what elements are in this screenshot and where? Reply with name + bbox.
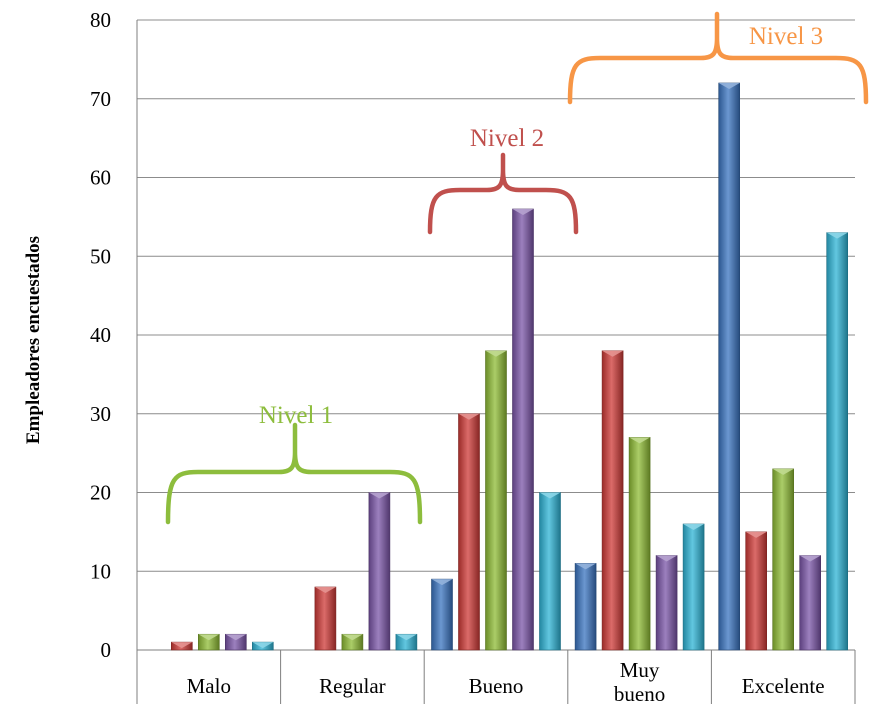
bar-cap [799, 555, 821, 562]
bar [512, 208, 534, 651]
x-tick-label: Muy [620, 658, 660, 682]
bar [485, 350, 507, 651]
bar-cap [826, 232, 848, 239]
bar-cap [575, 563, 597, 570]
bar [431, 578, 453, 651]
y-tick-label: 30 [90, 402, 111, 426]
bar-cap [458, 413, 480, 420]
y-tick-label: 0 [101, 638, 112, 662]
x-tick-label: Malo [187, 674, 231, 698]
annotation-label: Nivel 1 [259, 402, 333, 429]
bar-cap [198, 634, 220, 641]
y-tick-label: 80 [90, 8, 111, 32]
bar-cap [341, 634, 363, 641]
bar [655, 555, 678, 651]
bar [745, 531, 768, 651]
bar [539, 492, 561, 651]
annotation-label: Nivel 2 [470, 125, 544, 152]
bar-cap [602, 350, 624, 357]
bar-cap [772, 468, 794, 475]
annotations: Nivel 1 Nivel 2 Nivel 3 [165, 11, 869, 525]
bar-cap [539, 492, 561, 499]
bar-cap [225, 634, 247, 641]
x-tick-label: Regular [319, 674, 385, 698]
bar-cap [314, 587, 336, 593]
bar [682, 523, 705, 651]
bar [718, 82, 741, 651]
bar-cap [485, 350, 507, 357]
annotation-brace [567, 11, 869, 105]
y-tick-label: 60 [90, 166, 111, 190]
y-tick-label: 50 [90, 244, 111, 268]
annotation-brace [427, 152, 579, 235]
bars [171, 82, 849, 651]
bar [772, 468, 795, 651]
y-tick-label: 10 [90, 559, 111, 583]
bar-cap [718, 83, 740, 89]
bar-cap [656, 555, 678, 562]
bar-cap [629, 437, 651, 444]
x-tick-label: Bueno [469, 674, 524, 698]
x-tick-label: bueno [614, 682, 665, 704]
bar-cap [395, 634, 417, 641]
bar [826, 232, 849, 651]
annotation-brace [165, 422, 423, 525]
x-tick-label: Excelente [742, 674, 825, 698]
bar-cap [512, 209, 534, 215]
y-tick-label: 70 [90, 87, 111, 111]
gridlines [136, 19, 855, 651]
bar [314, 586, 337, 651]
y-tick-label: 40 [90, 323, 111, 347]
annotation-label: Nivel 3 [749, 23, 823, 50]
bar [574, 563, 597, 651]
y-tick-label: 20 [90, 481, 111, 505]
bar [601, 350, 624, 651]
bar-cap [252, 642, 274, 649]
bar-cap [431, 579, 453, 586]
bar [628, 437, 651, 651]
y-tick-labels: 0 10 20 30 40 50 60 70 80 [90, 8, 111, 662]
bar-cap [171, 642, 193, 649]
bar [458, 413, 480, 651]
bar [799, 555, 822, 651]
bar-cap [745, 531, 767, 538]
bar-cap [683, 524, 705, 530]
bar [368, 492, 391, 651]
bar-cap [368, 492, 390, 499]
